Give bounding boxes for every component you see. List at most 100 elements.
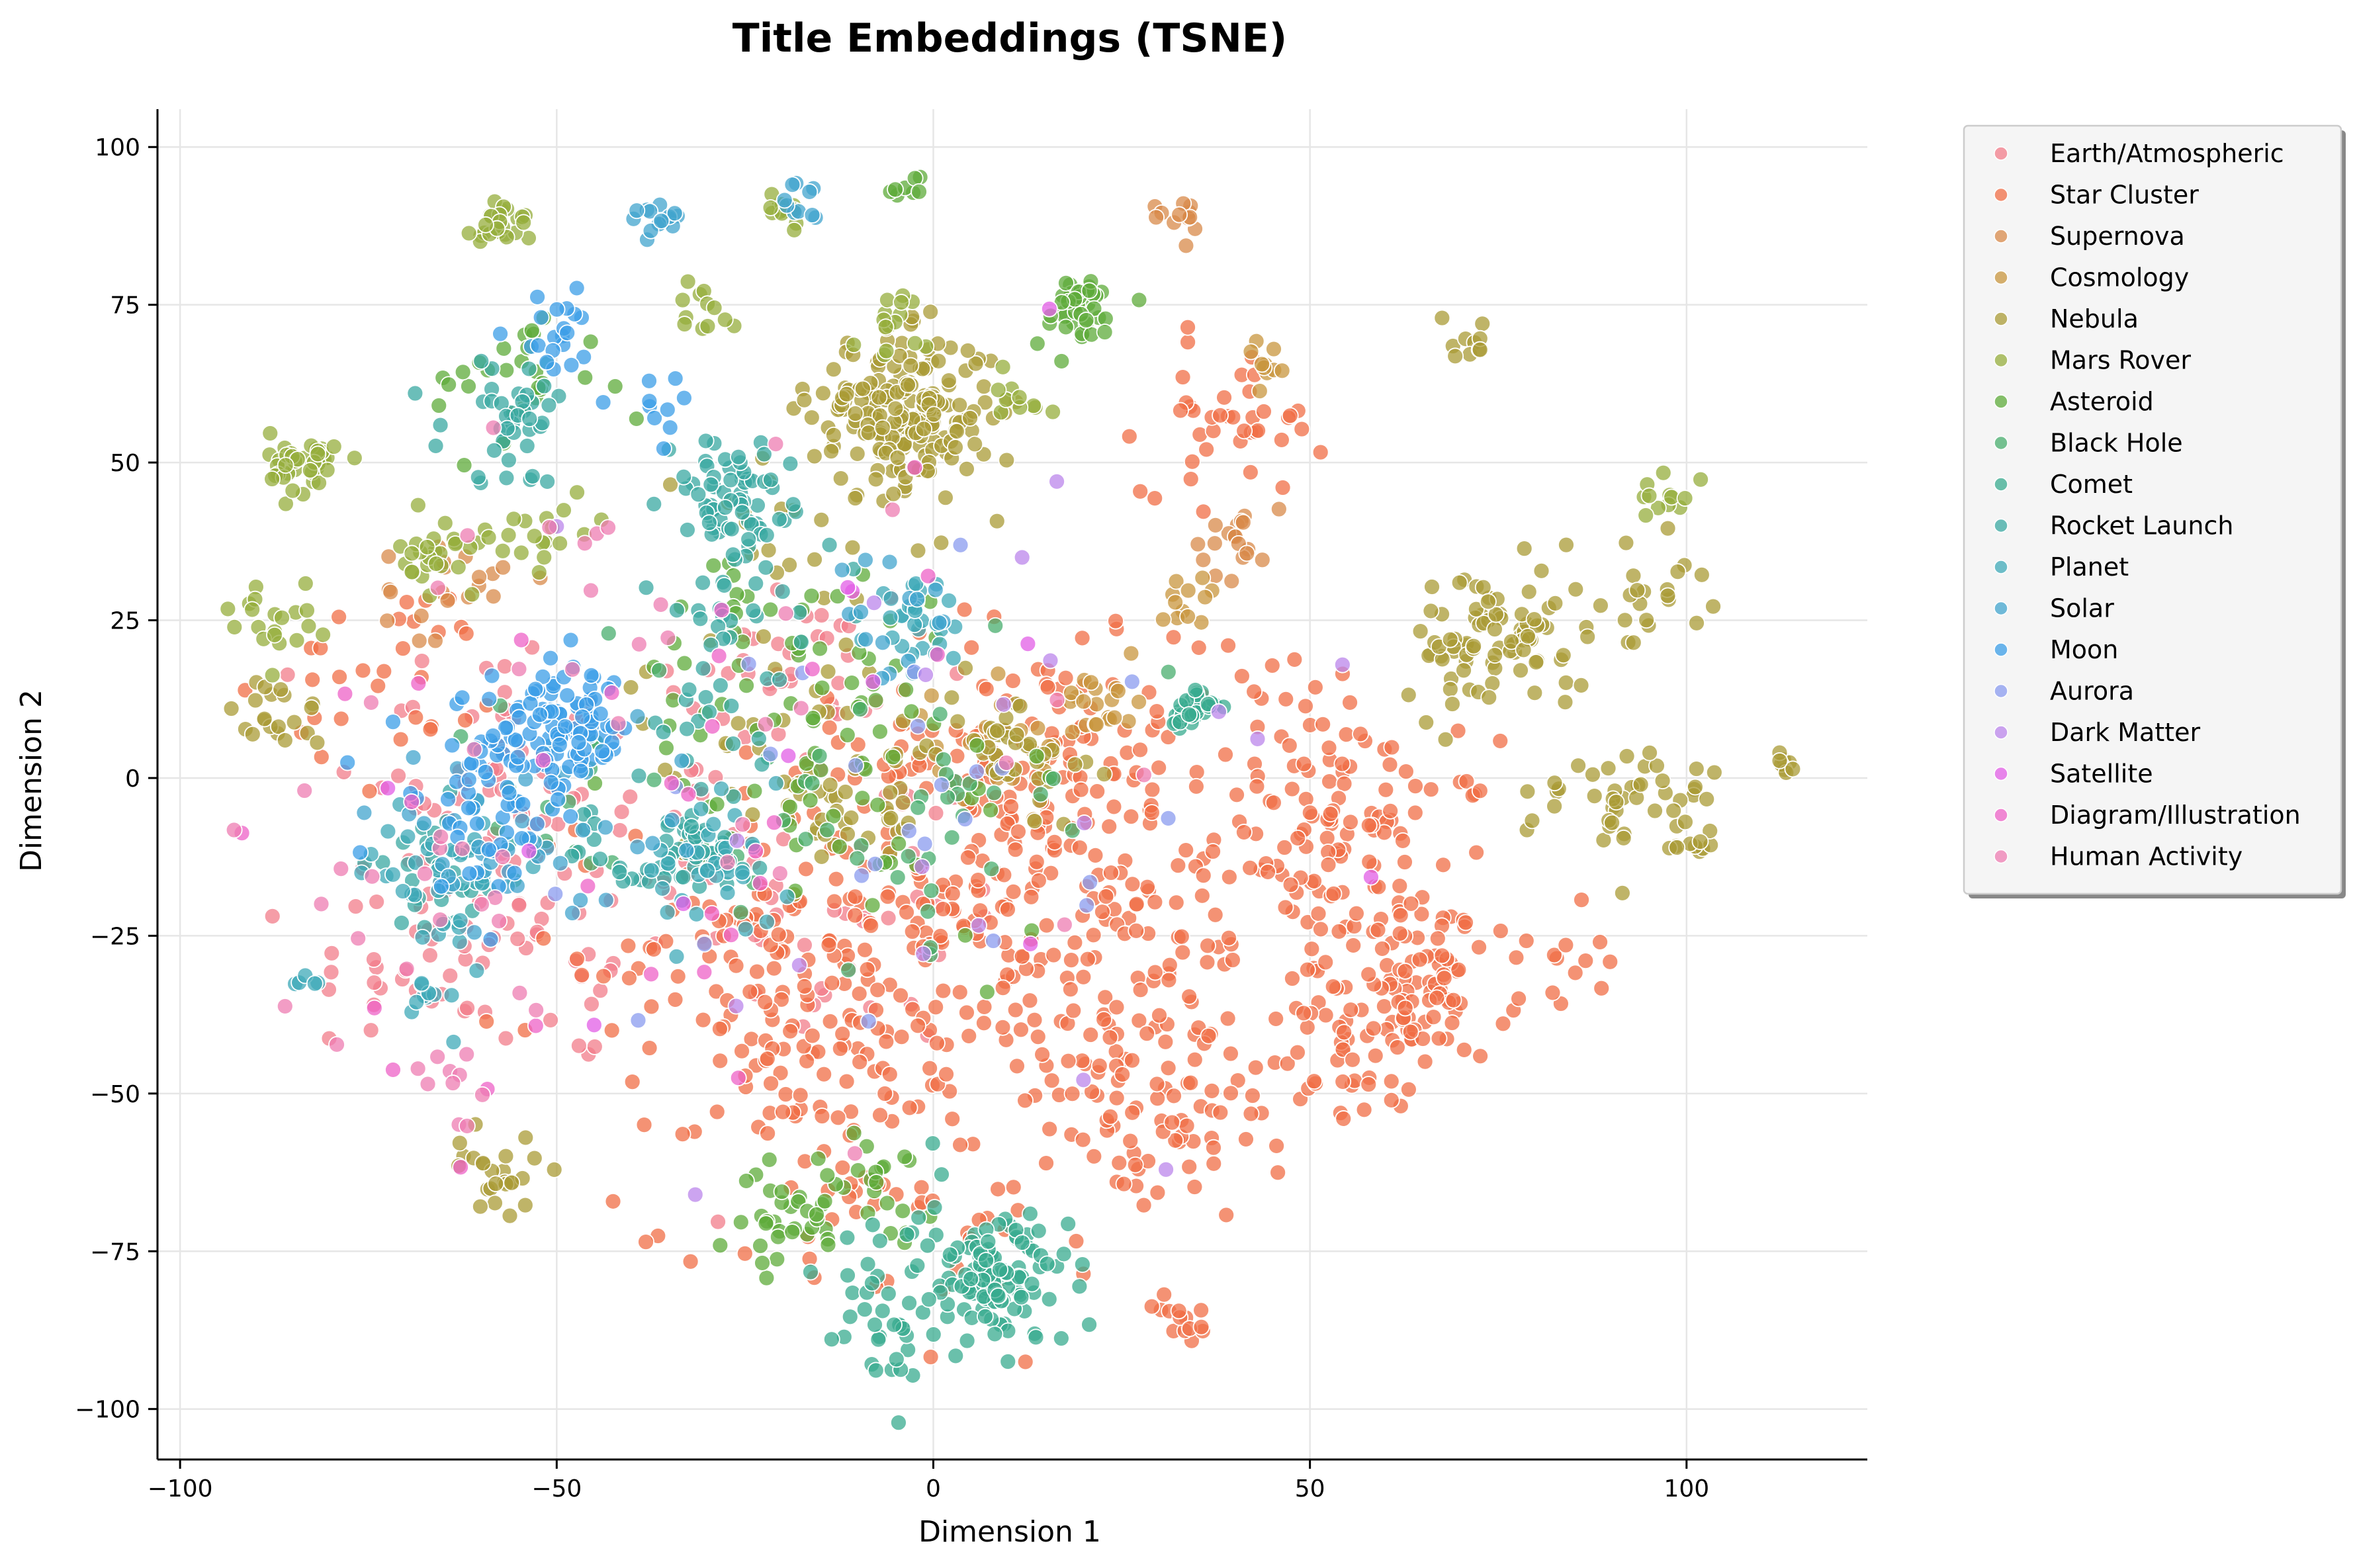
- data-point: [1022, 888, 1040, 906]
- data-point: [1428, 989, 1446, 1007]
- data-point: [1210, 703, 1227, 720]
- data-point: [570, 1037, 588, 1055]
- data-point: [379, 779, 397, 797]
- data-point: [695, 963, 713, 981]
- data-point: [1701, 822, 1719, 840]
- data-point: [461, 865, 478, 883]
- data-point: [971, 902, 989, 920]
- data-point: [762, 745, 779, 763]
- data-point: [1272, 431, 1290, 449]
- data-point: [595, 967, 613, 985]
- data-point: [1527, 654, 1545, 671]
- data-point: [809, 1150, 827, 1168]
- data-point: [871, 1232, 889, 1250]
- data-point: [622, 679, 640, 696]
- data-point: [987, 617, 1004, 634]
- data-point: [1102, 1108, 1119, 1125]
- data-point: [772, 1064, 789, 1082]
- axes: −100 −50 0 50 100 −100 −75 −50 −25 0 25 50 75 100: [75, 109, 1867, 1503]
- data-point: [1198, 953, 1216, 971]
- data-point: [1693, 566, 1711, 584]
- data-point: [564, 904, 581, 922]
- data-point: [682, 1252, 699, 1270]
- data-point: [844, 1284, 862, 1301]
- data-point: [1135, 766, 1153, 784]
- data-point: [773, 1183, 791, 1201]
- data-point: [1196, 588, 1214, 606]
- data-point: [848, 445, 866, 462]
- data-point: [1146, 490, 1164, 507]
- data-point: [1063, 723, 1081, 741]
- data-point: [654, 723, 672, 741]
- data-point: [1075, 1071, 1092, 1089]
- data-point: [1159, 810, 1177, 827]
- data-point: [1273, 362, 1291, 380]
- legend-marker: [1994, 642, 2008, 657]
- data-point: [1148, 703, 1166, 720]
- data-point: [854, 380, 871, 398]
- data-point: [432, 828, 450, 846]
- legend-marker: [1994, 849, 2008, 864]
- data-point: [1148, 1075, 1166, 1093]
- data-point: [1494, 1015, 1512, 1033]
- data-point: [285, 713, 303, 731]
- data-point: [568, 950, 586, 968]
- data-point: [697, 689, 715, 706]
- legend-label: Asteroid: [2050, 387, 2154, 416]
- data-point: [928, 1034, 946, 1052]
- data-point: [1023, 1275, 1041, 1293]
- data-point: [412, 607, 430, 625]
- data-point: [1048, 691, 1066, 709]
- data-point: [1692, 470, 1709, 488]
- data-point: [645, 940, 662, 958]
- data-point: [1167, 894, 1185, 912]
- data-point: [458, 1045, 476, 1063]
- data-point: [1124, 1104, 1141, 1121]
- data-point: [979, 1233, 997, 1250]
- data-point: [701, 703, 718, 721]
- data-point: [444, 1074, 462, 1092]
- data-point: [839, 1266, 856, 1284]
- data-point: [572, 762, 590, 780]
- data-point: [1247, 1059, 1265, 1076]
- data-point: [808, 1205, 825, 1223]
- data-point: [983, 860, 1000, 878]
- data-point: [1075, 968, 1092, 986]
- data-point: [1282, 876, 1300, 894]
- data-point: [1079, 950, 1096, 968]
- data-point: [455, 457, 473, 474]
- data-point: [1006, 841, 1024, 859]
- data-point: [300, 617, 318, 635]
- data-point: [574, 821, 592, 839]
- data-point: [1171, 206, 1188, 224]
- data-point: [368, 893, 386, 910]
- data-point: [1151, 1006, 1168, 1024]
- data-point: [757, 1215, 775, 1233]
- data-point: [573, 966, 591, 984]
- data-point: [646, 409, 663, 427]
- data-point: [1203, 1082, 1221, 1100]
- data-point: [1512, 662, 1529, 679]
- data-point: [1558, 536, 1575, 554]
- data-point: [1423, 578, 1441, 595]
- data-point: [369, 677, 387, 695]
- data-point: [822, 1330, 840, 1348]
- data-point: [1179, 333, 1197, 351]
- data-point: [934, 900, 952, 918]
- data-point: [621, 969, 638, 987]
- data-point: [947, 1347, 965, 1365]
- data-point: [1400, 686, 1417, 704]
- data-point: [1105, 798, 1123, 816]
- data-point: [1369, 921, 1387, 939]
- data-point: [1008, 1057, 1026, 1075]
- data-point: [839, 825, 856, 843]
- data-point: [1032, 785, 1049, 803]
- data-point: [574, 708, 592, 726]
- data-point: [1044, 770, 1062, 787]
- series-nebula: [222, 303, 1802, 1225]
- data-point: [255, 710, 273, 728]
- data-point: [413, 652, 431, 670]
- data-point: [1366, 1047, 1384, 1065]
- data-point: [1784, 760, 1802, 778]
- data-point: [460, 799, 477, 817]
